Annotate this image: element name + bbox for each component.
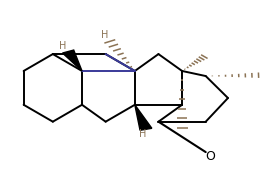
- Text: H: H: [59, 41, 66, 52]
- Polygon shape: [135, 105, 152, 130]
- Polygon shape: [63, 50, 82, 71]
- Text: H: H: [140, 129, 147, 139]
- Text: H: H: [101, 30, 108, 40]
- Text: O: O: [205, 150, 215, 163]
